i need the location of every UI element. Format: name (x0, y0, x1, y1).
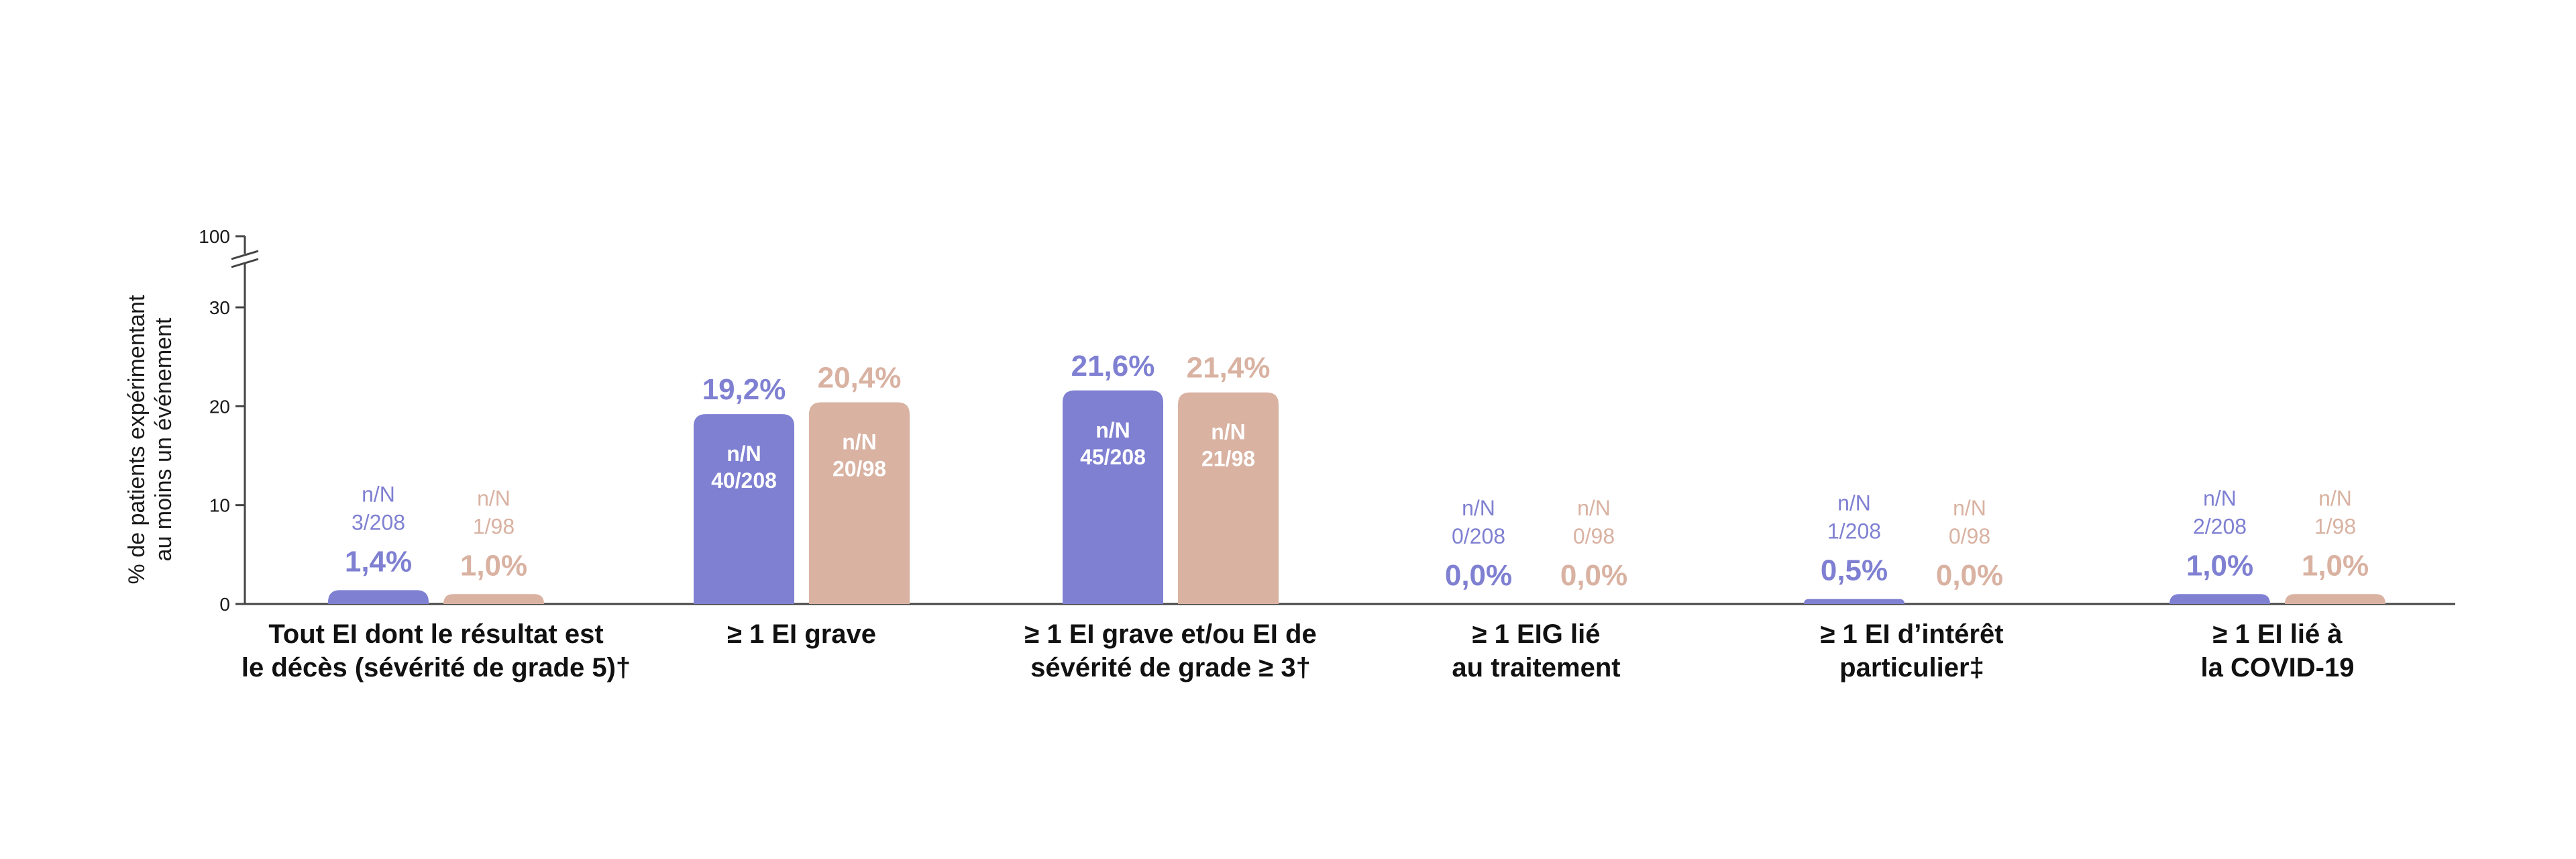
bar-nn-label: 0/98 (1573, 524, 1615, 548)
bar-nn-header: n/N (1577, 496, 1611, 520)
bar (809, 402, 910, 604)
y-tick-label: 20 (209, 396, 230, 417)
bar-nn-header: n/N (842, 430, 877, 454)
bar-nn-label: 3/208 (352, 510, 405, 534)
bar-nn-header: n/N (727, 442, 761, 466)
bar-nn-header: n/N (1462, 496, 1495, 520)
bar-nn-header: n/N (1211, 420, 1246, 444)
bar-value-label: 1,0% (2186, 549, 2253, 582)
bar (443, 594, 544, 604)
x-category-label: ≥ 1 EIG lié au traitement (1452, 619, 1620, 683)
bar-value-label: 0,5% (1821, 554, 1888, 587)
bar-nn-header: n/N (477, 486, 511, 510)
bar-nn-header: n/N (1837, 491, 1871, 515)
bar (1063, 390, 1163, 604)
y-tick-label: 0 (219, 594, 230, 615)
bar-nn-header: n/N (2318, 486, 2352, 510)
bar-nn-label: 45/208 (1080, 445, 1146, 469)
bar-nn-label: 21/98 (1201, 447, 1255, 471)
bar-nn-label: 1/208 (1827, 519, 1881, 544)
bar-nn-header: n/N (1095, 418, 1130, 442)
y-tick-label: 30 (209, 297, 230, 318)
x-category-label: ≥ 1 EI d’intérêt particulier‡ (1820, 619, 2003, 683)
bar-value-label: 0,0% (1936, 559, 2003, 592)
bar-nn-label: 0/208 (1452, 524, 1505, 548)
bar-value-label: 1,4% (345, 545, 412, 578)
bar-nn-header: n/N (2203, 486, 2237, 510)
bar-nn-label: 20/98 (833, 456, 886, 481)
bar-nn-header: n/N (362, 482, 395, 506)
x-category-label: Tout EI dont le résultat est le décès (sé… (241, 619, 631, 683)
x-category-label: ≥ 1 EI lié à la COVID-19 (2201, 619, 2355, 683)
bar-nn-label: 40/208 (711, 468, 777, 493)
bar-value-label: 0,0% (1445, 559, 1512, 592)
bar (694, 414, 794, 604)
bar-value-label: 1,0% (460, 549, 527, 582)
bar-value-label: 19,2% (702, 373, 786, 406)
bar-value-label: 0,0% (1560, 559, 1627, 592)
bar-nn-label: 0/98 (1949, 524, 1990, 548)
bar-nn-label: 1/98 (2314, 514, 2356, 538)
y-axis-label: % de patients expérimentantau moins un é… (124, 295, 176, 584)
bar-nn-header: n/N (1953, 496, 1986, 520)
bar (1178, 392, 1279, 604)
y-tick-label: 100 (199, 226, 230, 247)
bar (1804, 599, 1904, 604)
y-tick-label: 10 (209, 495, 230, 516)
bar-nn-label: 1/98 (473, 514, 515, 538)
bar (2169, 594, 2270, 604)
bar (328, 590, 429, 604)
bar-value-label: 20,4% (818, 361, 902, 394)
bar-value-label: 21,4% (1187, 352, 1271, 385)
bar-value-label: 1,0% (2302, 549, 2369, 582)
y-axis-break-mark (231, 250, 259, 260)
bar-value-label: 21,6% (1071, 350, 1155, 383)
bar (2285, 594, 2385, 604)
x-category-label: ≥ 1 EI grave (727, 619, 876, 649)
y-axis-break-mark (231, 258, 259, 268)
x-category-label: ≥ 1 EI grave et/ou EI de sévérité de grad… (1024, 619, 1316, 683)
bar-nn-label: 2/208 (2193, 514, 2247, 538)
